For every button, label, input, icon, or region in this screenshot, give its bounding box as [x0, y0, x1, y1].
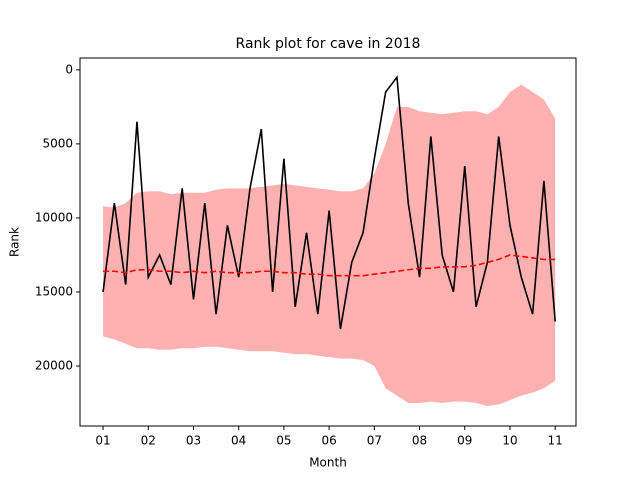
series-line: [103, 254, 556, 277]
x-tick-label: 05: [276, 434, 291, 448]
x-tick-label: 07: [367, 434, 382, 448]
x-tick-label: 06: [321, 434, 336, 448]
x-tick-label: 03: [186, 434, 201, 448]
series-line: [102, 75, 556, 330]
x-tick-label: 01: [95, 434, 110, 448]
x-tick-label: 10: [502, 434, 517, 448]
x-tick-label: 02: [141, 434, 156, 448]
y-tick-label: 0: [65, 62, 73, 76]
band-area: [103, 84, 556, 407]
y-axis-label: Rank: [8, 227, 22, 257]
x-tick-label: 09: [457, 434, 472, 448]
y-tick-label: 20000: [35, 359, 73, 373]
y-tick-label: 10000: [35, 210, 73, 224]
x-tick-label: 08: [412, 434, 427, 448]
y-tick-label: 15000: [35, 284, 73, 298]
x-tick-label: 11: [548, 434, 563, 448]
chart-title: Rank plot for cave in 2018: [236, 36, 421, 52]
x-tick-label: 04: [231, 434, 246, 448]
plot-frame: [79, 57, 577, 427]
x-axis-label: Month: [309, 456, 347, 470]
y-tick-label: 5000: [42, 136, 73, 150]
